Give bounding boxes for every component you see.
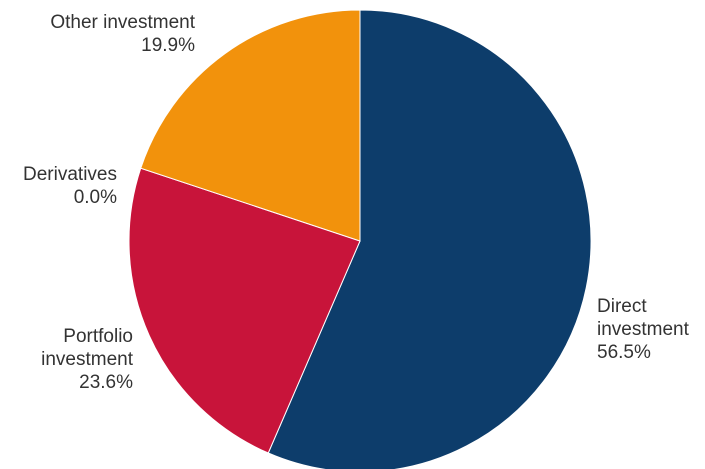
pie-slice-portfolio-investment [128,167,361,454]
slice-label-line: 0.0% [74,187,117,208]
slice-label-portfolio-investment: Portfolio investment 23.6% [41,326,134,393]
pie-slice-other-investment [140,9,361,242]
slice-label-line: 56.5% [597,342,651,363]
slice-label-line: 19.9% [141,35,195,56]
slice-label-derivatives: Derivatives 0.0% [23,164,117,208]
slice-label-line: investment [597,319,690,340]
slice-label-line: Direct [597,296,647,317]
slice-label-other-investment: Other investment 19.9% [50,12,195,56]
slice-label-line: Derivatives [23,164,117,185]
slice-label-line: Portfolio [63,326,133,347]
pie-slice-direct-investment [267,9,592,469]
slice-label-direct-investment: Direct investment 56.5% [597,296,690,363]
slice-label-line: Other investment [50,12,195,33]
slice-labels: Direct investment 56.5%Portfolio investment… [23,12,690,393]
slice-label-line: investment [41,349,134,370]
pie-slices [128,9,592,469]
slice-label-line: 23.6% [79,372,133,393]
